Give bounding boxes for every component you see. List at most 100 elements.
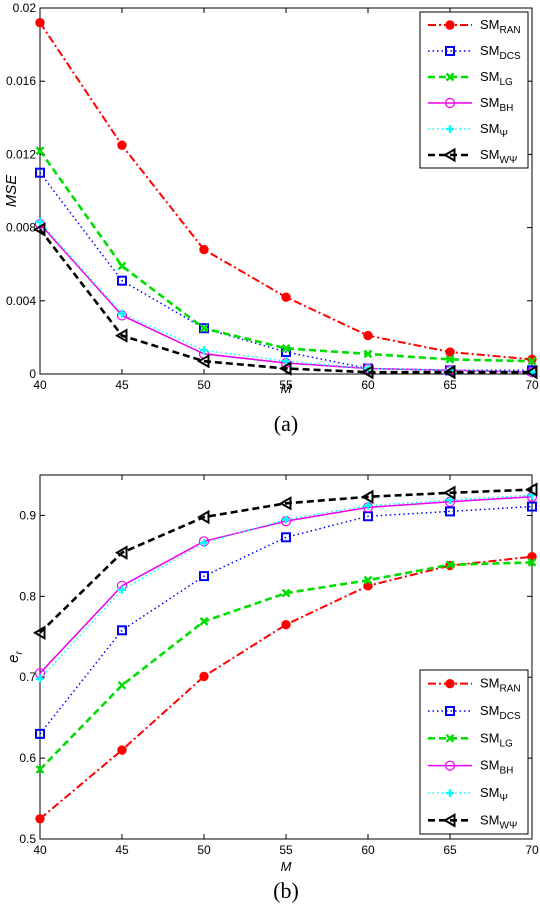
panel-a-y-tick-label: 0.012: [6, 147, 36, 161]
panel-a-data-point: [35, 17, 45, 28]
panel-b-y-axis-label-base: e: [5, 655, 22, 663]
panel-a-legend-item: SMLG: [428, 69, 513, 88]
panel-b-data-point: [445, 560, 455, 570]
panel-a-legend-marker: [444, 97, 456, 109]
panel-a-x-tick-label: 50: [197, 378, 211, 392]
panel-b-data-point: [199, 571, 209, 582]
panel-b-data-point: [117, 745, 127, 755]
panel-b-data-point: [364, 501, 372, 510]
panel-b-series-sm-lg: [35, 558, 537, 774]
panel-b-data-point: [527, 558, 537, 567]
panel-a-legend-marker: [443, 147, 456, 163]
panel-b-x-tick-label: 70: [525, 843, 539, 857]
panel-a-series-sm-lg: [35, 146, 537, 366]
panel-b-legend-label: SMWΨ: [480, 812, 517, 831]
panel-b-data-point: [445, 506, 455, 517]
panel-b-data-point: [281, 619, 291, 630]
panel-b-data-point: [36, 674, 44, 683]
panel-a-data-point: [200, 346, 208, 355]
panel-a-data-point: [117, 140, 127, 150]
panel-a-data-point: [363, 330, 373, 341]
panel-a-legend-marker: [445, 46, 455, 56]
panel-a-series-line: [39, 172, 532, 372]
panel-a-x-tick-label: 55: [279, 378, 293, 392]
panel-a-legend-box: [419, 11, 529, 169]
panel-a-data-point: [33, 222, 46, 237]
panel-b-legend-item: SMWΨ: [428, 812, 517, 831]
panel-a-mse-chart: 40 45 50 55 60 65 7000.0040.0080.0120.0160.02 …: [3, 1, 539, 436]
panel-b-data-point: [33, 625, 46, 640]
panel-a-data-point: [117, 275, 127, 286]
panel-b-data-point: [443, 485, 456, 501]
panel-b-y-axis-label: er: [5, 651, 25, 663]
panel-a-data-point: [117, 261, 127, 271]
panel-b-x-tick-label: 60: [361, 843, 375, 857]
panel-a-data-point: [445, 355, 455, 364]
panel-a-legend-label: SMΨ: [480, 121, 508, 140]
panel-a-series-line: [38, 228, 532, 374]
panel-b-data-point: [281, 588, 291, 598]
panel-a-legend-marker: [446, 125, 454, 133]
panel-a-data-point: [199, 244, 209, 255]
panel-b-legend-box: [419, 669, 529, 835]
panel-b-data-point: [118, 585, 126, 594]
panel-a-caption: (a): [274, 411, 298, 436]
panel-b-data-point: [200, 538, 208, 547]
panel-b-legend-item: SMΨ: [428, 785, 508, 804]
panel-a-y-tick-label: 0.02: [13, 1, 37, 15]
panel-b-y-tick-label: 0.6: [19, 751, 36, 765]
panel-b-legend-marker: [444, 760, 456, 771]
panel-a-series-sm-wpsi: [33, 222, 538, 380]
panel-a-y-tick-label: 0.008: [6, 221, 36, 235]
panel-b-data-point: [281, 532, 291, 543]
panel-b-legend-marker: [445, 706, 455, 716]
panel-b-data-point: [199, 617, 209, 626]
panel-b-series-sm-wpsi: [33, 482, 538, 640]
panel-a-data-point: [361, 364, 374, 380]
panel-a-y-tick-label: 0.004: [6, 294, 36, 308]
panel-b-data-point: [35, 728, 45, 739]
panel-b-er-chart: 40 45 50 55 60 65 70 0.5 0.6 0.7 0.8 0.9 SMRAN SMDCS…: [5, 474, 539, 903]
panel-a-x-axis-label: M: [281, 381, 292, 396]
panel-b-x-axis-label: M: [281, 859, 292, 874]
panel-b-legend-item: SMBH: [428, 758, 513, 777]
panel-a-series-sm-ran: [35, 17, 537, 365]
panel-b-y-axis-label-sub: r: [14, 651, 25, 655]
panel-a-data-point: [363, 349, 373, 359]
panel-a-data-point: [527, 356, 537, 366]
panel-b-x-tick-label: 40: [33, 843, 47, 857]
panel-a-data-point: [525, 364, 538, 380]
panel-b-data-point: [35, 814, 45, 824]
panel-b-data-point: [525, 482, 538, 497]
panel-b-x-tick-label: 55: [279, 843, 293, 857]
panel-a-data-point: [115, 328, 128, 343]
panel-a-legend-label: SMLG: [480, 69, 513, 88]
panel-b-x-tick-label: 65: [443, 843, 457, 857]
panel-b-y-tick-label: 0.5: [19, 832, 36, 846]
panel-a-x-tick-label: 45: [115, 378, 129, 392]
panel-a-legend-item: SMWΨ: [428, 147, 517, 166]
panel-a-data-point: [443, 364, 456, 380]
panel-a-data-point: [36, 218, 44, 227]
panel-a-data-point: [35, 167, 45, 178]
panel-b-data-point: [117, 680, 127, 690]
panel-b-caption: (b): [273, 878, 299, 903]
panel-a-legend-label: SMRAN: [480, 17, 521, 36]
panel-b-series-line: [39, 488, 533, 634]
panel-b-legend-item: SMLG: [428, 730, 513, 749]
panel-b-data-point: [197, 509, 210, 525]
panel-a-y-tick-label: 0: [29, 367, 36, 381]
panel-b-legend-label: SMLG: [480, 730, 513, 749]
panel-b-data-point: [117, 625, 127, 636]
panel-b-data-point: [446, 496, 454, 505]
panel-a-legend-item: SMDCS: [428, 43, 521, 62]
panel-b-legend-marker: [445, 678, 455, 689]
panel-a-data-point: [282, 357, 290, 366]
panel-a-legend-label: SMWΨ: [480, 147, 517, 166]
panel-b-y-tick-label: 0.7: [19, 670, 36, 684]
panel-b-legend-marker: [445, 733, 455, 743]
panel-a-legend-item: SMRAN: [428, 17, 521, 36]
panel-b-series-sm-psi: [36, 491, 536, 683]
panel-a-y-tick-label: 0.016: [6, 74, 36, 88]
